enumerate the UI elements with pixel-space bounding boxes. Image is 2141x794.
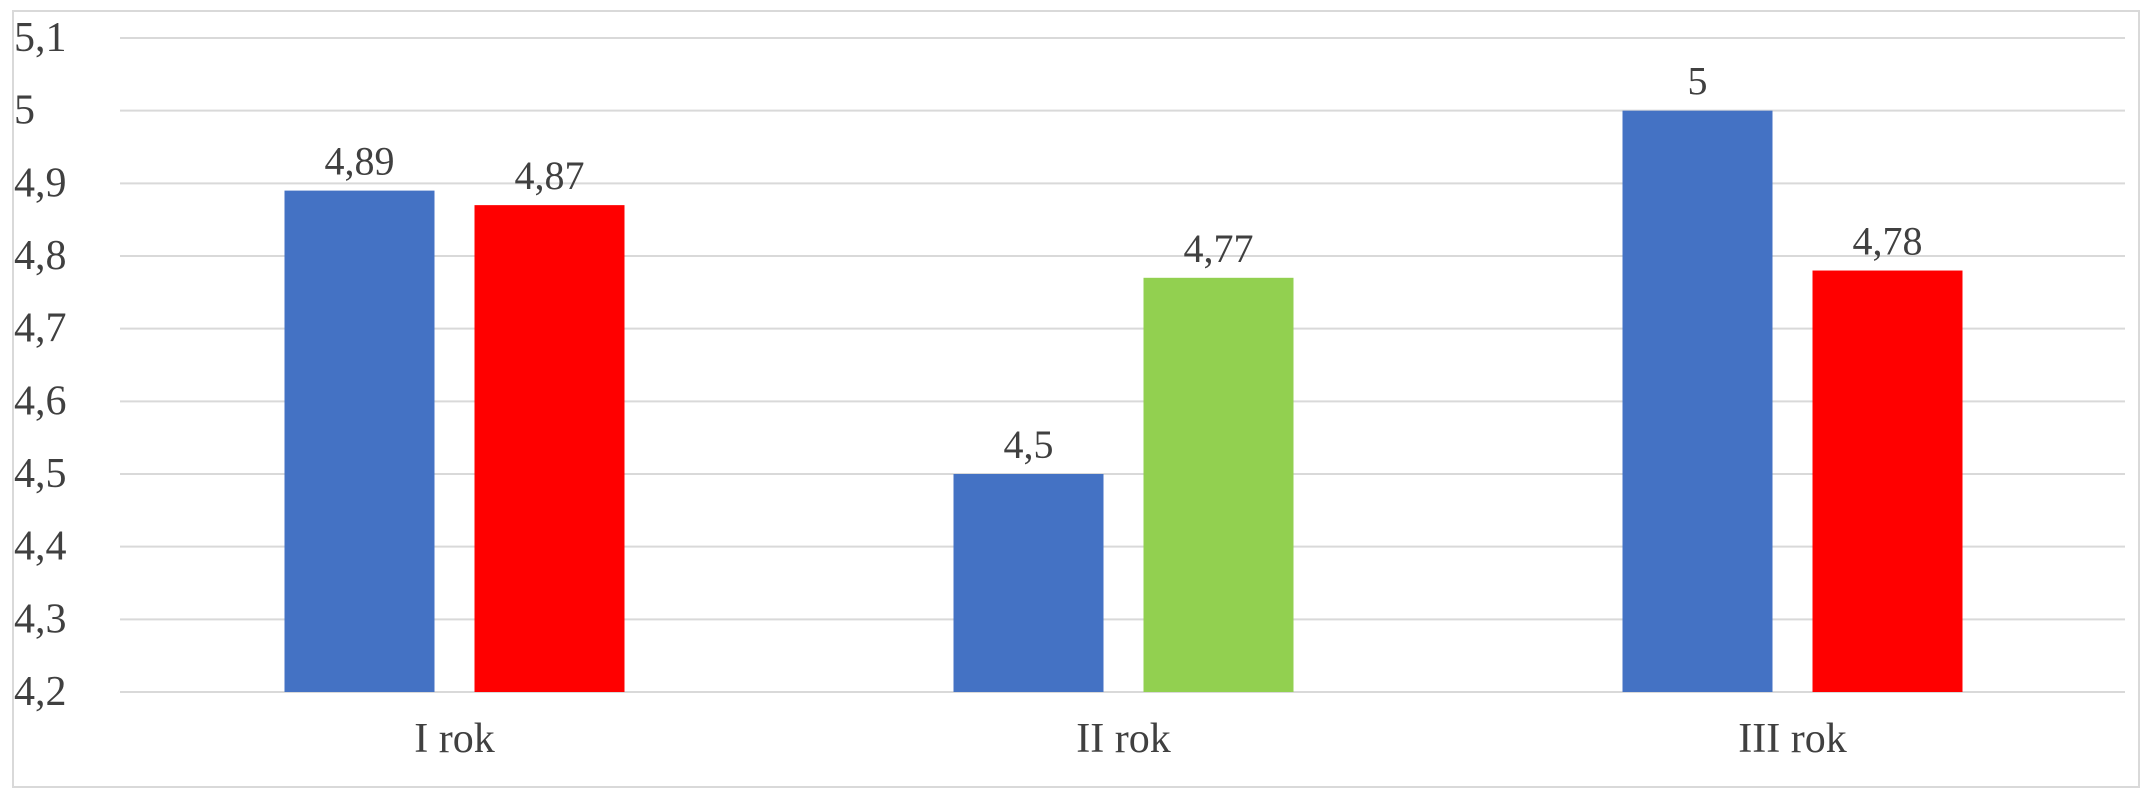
data-label: 4,77	[1184, 226, 1254, 271]
data-label: 4,78	[1853, 219, 1923, 264]
chart-frame	[12, 10, 2140, 788]
data-label: 5	[1688, 59, 1708, 104]
y-tick-label: 4,7	[14, 306, 67, 352]
x-axis-category-labels: I rok II rok III rok	[414, 716, 1846, 762]
data-label: 4,87	[515, 153, 585, 198]
gridlines	[120, 37, 2125, 693]
data-label: 4,5	[1004, 422, 1054, 467]
y-axis-tick-labels: 4,2 4,3 4,4 4,5 4,6 4,7 4,8 4,9 5 5,1	[14, 15, 67, 715]
x-category-label: II rok	[1076, 716, 1170, 762]
bars	[284, 110, 1963, 692]
data-label: 4,89	[325, 139, 395, 184]
data-labels: 4,89 4,87 4,5 4,77 5 4,78	[325, 59, 1923, 467]
y-tick-label: 5	[14, 88, 35, 134]
bar	[1812, 270, 1963, 692]
bar	[474, 205, 625, 692]
bar	[1622, 110, 1773, 692]
y-tick-label: 4,5	[14, 451, 67, 497]
bar	[1143, 277, 1294, 692]
x-category-label: I rok	[414, 716, 494, 762]
bar	[953, 474, 1104, 692]
y-tick-label: 4,3	[14, 596, 67, 642]
y-tick-label: 4,6	[14, 378, 67, 424]
y-tick-label: 4,2	[14, 669, 67, 715]
y-tick-label: 4,4	[14, 524, 67, 570]
bar	[284, 190, 435, 692]
y-tick-label: 5,1	[14, 15, 67, 61]
y-tick-label: 4,8	[14, 233, 67, 279]
x-category-label: III rok	[1738, 716, 1846, 762]
y-tick-label: 4,9	[14, 160, 67, 206]
